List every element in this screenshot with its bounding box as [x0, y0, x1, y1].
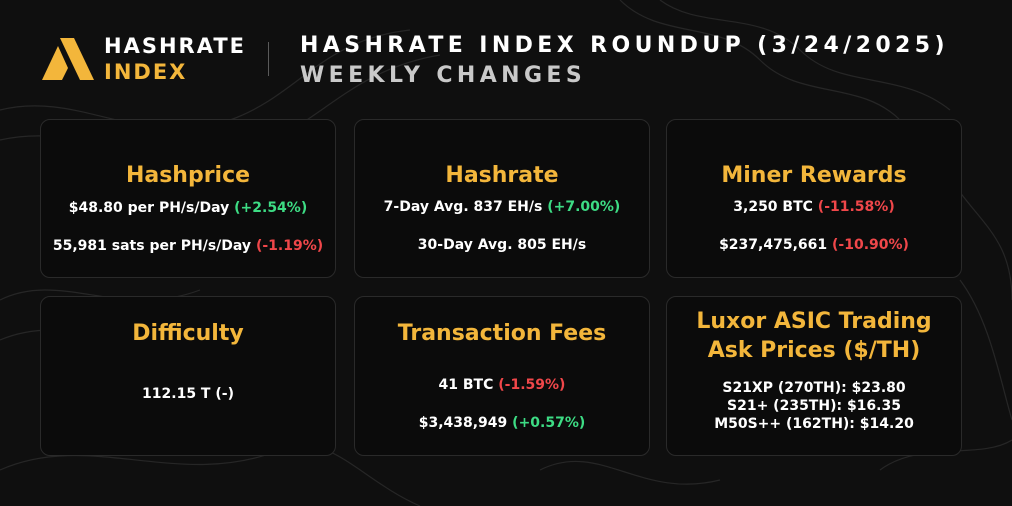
fees-usd: $3,438,949 (+0.57%): [418, 415, 586, 431]
logo-text-index: INDEX: [104, 60, 188, 84]
card-hashprice: Hashprice $48.80 per PH/s/Day (+2.54%) 5…: [40, 119, 336, 278]
change-negative: (-10.90%): [832, 237, 909, 253]
logo-text-hashrate: HASHRATE: [104, 34, 246, 58]
header-divider: [268, 42, 269, 76]
card-transaction-fees: Transaction Fees 41 BTC (-1.59%) $3,438,…: [354, 296, 650, 456]
page-heading: HASHRATE INDEX ROUNDUP (3/24/2025) WEEKL…: [300, 31, 949, 91]
difficulty-value: 112.15 T (-): [142, 386, 234, 402]
card-title-line2: Ask Prices ($/TH): [707, 338, 921, 363]
card-miner-rewards: Miner Rewards 3,250 BTC (-11.58%) $237,4…: [666, 119, 962, 278]
asic-price-item: S21+ (235TH): $16.35: [727, 398, 901, 414]
card-asic-prices: Luxor ASIC Trading Ask Prices ($/TH) S21…: [666, 296, 962, 456]
change-negative: (-1.59%): [498, 377, 566, 393]
hashrate-index-logo-icon: [42, 38, 94, 80]
fees-btc: 41 BTC (-1.59%): [438, 377, 566, 393]
change-positive: (+0.57%): [512, 415, 586, 431]
change-positive: (+2.54%): [234, 200, 308, 216]
card-title-line1: Luxor ASIC Trading: [696, 309, 932, 334]
change-negative: (-11.58%): [817, 199, 895, 215]
hashrate-30day: 30-Day Avg. 805 EH/s: [417, 237, 587, 253]
change-positive: (+7.00%): [547, 199, 621, 215]
card-difficulty: Difficulty 112.15 T (-): [40, 296, 336, 456]
hashprice-usd: $48.80 per PH/s/Day (+2.54%): [68, 200, 308, 216]
page-subtitle: WEEKLY CHANGES: [300, 63, 587, 88]
card-title: Transaction Fees: [397, 321, 607, 346]
change-negative: (-1.19%): [255, 238, 324, 254]
card-title: Miner Rewards: [721, 163, 907, 188]
page-title: HASHRATE INDEX ROUNDUP (3/24/2025): [300, 33, 949, 58]
hashrate-7day: 7-Day Avg. 837 EH/s (+7.00%): [383, 199, 621, 215]
card-title: Difficulty: [132, 321, 244, 346]
miner-rewards-usd: $237,475,661 (-10.90%): [719, 237, 909, 253]
card-title: Hashrate: [445, 163, 559, 188]
card-title: Hashprice: [125, 163, 251, 188]
asic-price-item: S21XP (270TH): $23.80: [722, 380, 906, 396]
card-hashrate: Hashrate 7-Day Avg. 837 EH/s (+7.00%) 30…: [354, 119, 650, 278]
asic-price-item: M50S++ (162TH): $14.20: [714, 416, 914, 432]
miner-rewards-btc: 3,250 BTC (-11.58%): [733, 199, 895, 215]
hashprice-sats: 55,981 sats per PH/s/Day (-1.19%): [52, 238, 324, 254]
hashrate-index-logo: HASHRATE INDEX: [40, 33, 246, 85]
